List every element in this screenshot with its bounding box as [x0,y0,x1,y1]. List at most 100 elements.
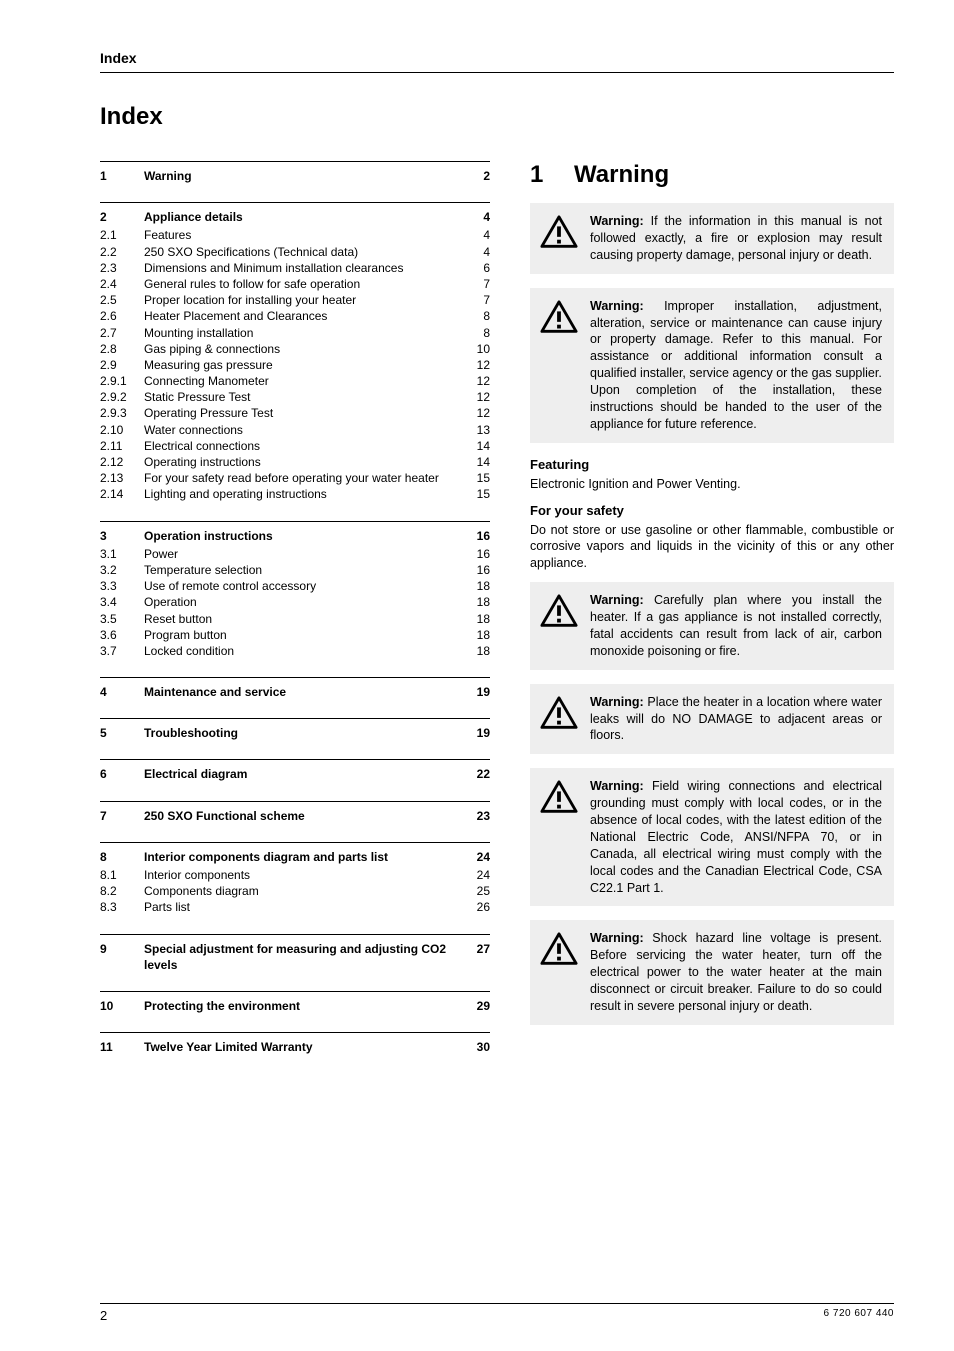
toc-row-page: 16 [466,562,490,578]
toc-row-label: Lighting and operating instructions [144,486,466,502]
toc-head-label: Operation instructions [144,528,466,544]
page-title: Index [100,103,894,131]
toc-row-num: 8.2 [100,883,144,899]
toc-row-label: Components diagram [144,883,466,899]
warning-box: Warning: Improper installation, adjustme… [530,288,894,443]
toc-head-label: 250 SXO Functional scheme [144,808,466,824]
warning-icon [540,780,578,814]
toc-head-num: 11 [100,1039,144,1055]
toc-row-page: 14 [466,438,490,454]
toc-head-page: 29 [466,998,490,1014]
toc-section: 6Electrical diagram22 [100,759,490,782]
warning-box: Warning: Field wiring connections and el… [530,768,894,906]
toc-head-row: 3Operation instructions16 [100,528,490,544]
warning-icon-wrap [540,215,578,249]
toc-head-label: Protecting the environment [144,998,466,1014]
toc-rule [100,521,490,522]
toc-row-num: 3.5 [100,611,144,627]
toc-row-label: Connecting Manometer [144,373,466,389]
toc-row-page: 12 [466,373,490,389]
toc-row: 2.13For your safety read before operatin… [100,470,490,486]
toc-row-label: Interior components [144,867,466,883]
toc-row: 8.3Parts list26 [100,899,490,915]
toc-head-num: 10 [100,998,144,1014]
two-column-layout: 1Warning22Appliance details42.1Features4… [100,161,894,1073]
toc-head-label: Appliance details [144,209,466,225]
toc-row-label: Proper location for installing your heat… [144,292,466,308]
warning-icon [540,594,578,628]
toc-head-page: 24 [466,849,490,865]
toc-row-page: 18 [466,611,490,627]
toc-row-num: 2.14 [100,486,144,502]
warning-lead: Warning: [590,931,644,945]
featuring-heading: Featuring [530,457,894,472]
toc-head-num: 5 [100,725,144,741]
warning-icon [540,300,578,334]
warning-icon-wrap [540,300,578,334]
toc-head-label: Interior components diagram and parts li… [144,849,466,865]
warning-icon [540,696,578,730]
toc-row-label: Electrical connections [144,438,466,454]
toc-rule [100,842,490,843]
toc-head-page: 19 [466,725,490,741]
toc-row: 3.2Temperature selection16 [100,562,490,578]
warning-box: Warning: Shock hazard line voltage is pr… [530,920,894,1024]
warning-lead: Warning: [590,214,644,228]
toc-row: 2.5Proper location for installing your h… [100,292,490,308]
page: Index Index 1Warning22Appliance details4… [0,0,954,1351]
featuring-text: Electronic Ignition and Power Venting. [530,476,894,493]
toc-head-label: Maintenance and service [144,684,466,700]
toc-row-num: 2.9 [100,357,144,373]
toc-section: 9Special adjustment for measuring and ad… [100,934,490,973]
toc-row: 2.2250 SXO Specifications (Technical dat… [100,244,490,260]
warning-text: Warning: If the information in this manu… [590,213,882,264]
toc-row-page: 15 [466,486,490,502]
toc-row-label: Water connections [144,422,466,438]
warning-icon [540,215,578,249]
toc-row: 2.4General rules to follow for safe oper… [100,276,490,292]
toc-row-num: 3.6 [100,627,144,643]
toc-column: 1Warning22Appliance details42.1Features4… [100,161,490,1073]
warning-group-bottom: Warning: Carefully plan where you instal… [530,582,894,1025]
toc-row-page: 25 [466,883,490,899]
page-footer: 2 6 720 607 440 [100,1303,894,1323]
toc-row-num: 2.9.3 [100,405,144,421]
toc-head-row: 1Warning2 [100,168,490,184]
toc-rule [100,718,490,719]
toc-head-page: 23 [466,808,490,824]
toc-row-num: 2.6 [100,308,144,324]
toc-section: 11Twelve Year Limited Warranty30 [100,1032,490,1055]
toc-row-label: Power [144,546,466,562]
toc-head-num: 2 [100,209,144,225]
toc-row: 3.4Operation18 [100,594,490,610]
toc-row-num: 2.8 [100,341,144,357]
toc-row: 3.1Power16 [100,546,490,562]
toc-head-row: 9Special adjustment for measuring and ad… [100,941,490,973]
toc-row-page: 8 [466,308,490,324]
toc-row-page: 18 [466,578,490,594]
toc-head-page: 22 [466,766,490,782]
toc-row-num: 2.2 [100,244,144,260]
toc-row: 3.3Use of remote control accessory18 [100,578,490,594]
toc-row: 8.1Interior components24 [100,867,490,883]
toc-head-label: Twelve Year Limited Warranty [144,1039,466,1055]
toc-row-num: 2.1 [100,227,144,243]
toc-row-page: 12 [466,389,490,405]
toc-row: 2.9.3Operating Pressure Test12 [100,405,490,421]
toc-section: 8Interior components diagram and parts l… [100,842,490,916]
toc-row-page: 7 [466,292,490,308]
toc-row-label: Measuring gas pressure [144,357,466,373]
toc-section: 10Protecting the environment29 [100,991,490,1014]
toc-section: 5Troubleshooting19 [100,718,490,741]
toc-head-page: 4 [466,209,490,225]
toc-head-label: Special adjustment for measuring and adj… [144,941,466,973]
toc-row: 3.6Program button18 [100,627,490,643]
toc-row-label: For your safety read before operating yo… [144,470,466,486]
toc-row-page: 8 [466,325,490,341]
toc-head-row: 11Twelve Year Limited Warranty30 [100,1039,490,1055]
toc-row-page: 13 [466,422,490,438]
toc-row-num: 2.7 [100,325,144,341]
toc-row-page: 7 [466,276,490,292]
warning-icon-wrap [540,696,578,730]
toc-section: 4Maintenance and service19 [100,677,490,700]
